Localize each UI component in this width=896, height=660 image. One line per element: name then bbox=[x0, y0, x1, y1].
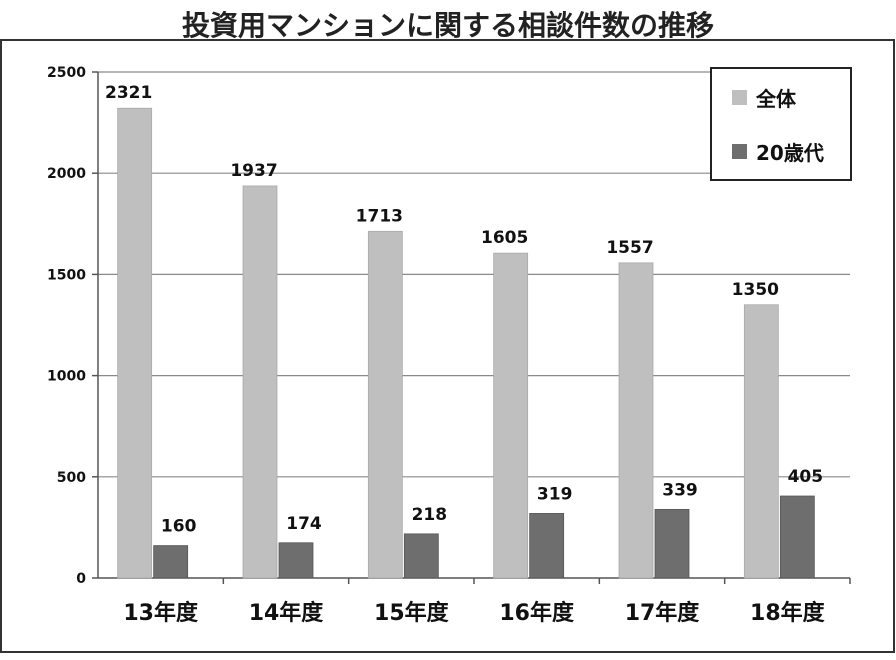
legend-swatch-20s bbox=[732, 144, 747, 159]
bar-20s bbox=[779, 495, 815, 579]
bar-all bbox=[367, 230, 403, 579]
data-label: 174 bbox=[286, 514, 322, 534]
x-tick-label: 14年度 bbox=[249, 600, 325, 626]
x-tick-labels: 13年度 14年度 15年度 16年度 17年度 18年度 bbox=[123, 600, 825, 626]
legend-box bbox=[710, 67, 852, 181]
y-tick-label: 2000 bbox=[47, 166, 86, 182]
x-tick-label: 16年度 bbox=[499, 600, 575, 626]
bar-all bbox=[242, 185, 278, 579]
data-label: 319 bbox=[537, 484, 573, 504]
legend-label-20s: 20歳代 bbox=[756, 141, 824, 165]
data-label: 1557 bbox=[606, 238, 653, 258]
data-label: 218 bbox=[412, 505, 448, 525]
x-tick-label: 15年度 bbox=[374, 600, 450, 626]
legend-label-all: 全体 bbox=[755, 87, 797, 111]
x-tick-label: 17年度 bbox=[625, 600, 701, 626]
y-tick-labels: 0 500 1000 1500 2000 2500 bbox=[47, 65, 86, 587]
data-label: 160 bbox=[161, 517, 197, 537]
x-tick-label: 13年度 bbox=[123, 600, 199, 626]
bar-20s bbox=[278, 542, 314, 579]
data-label: 1713 bbox=[356, 206, 403, 226]
bar-all bbox=[117, 107, 153, 579]
data-labels: 2321 160 1937 174 1713 218 1605 319 1557 339 1350 4… bbox=[105, 83, 823, 536]
bar-all bbox=[618, 262, 654, 579]
data-label: 1350 bbox=[732, 280, 779, 300]
chart-title: 投資用マンションに関する相談件数の推移 bbox=[181, 9, 714, 42]
bar-20s bbox=[529, 513, 565, 579]
data-label: 1605 bbox=[481, 228, 528, 248]
legend-swatch-all bbox=[732, 90, 747, 105]
data-label: 405 bbox=[788, 467, 824, 487]
y-tick-label: 1000 bbox=[47, 369, 86, 385]
y-tick-label: 2500 bbox=[47, 65, 86, 81]
y-tick-label: 0 bbox=[76, 571, 86, 587]
data-label: 339 bbox=[662, 480, 698, 500]
bar-20s bbox=[403, 533, 439, 579]
legend: 全体 20歳代 bbox=[710, 67, 852, 181]
bar-all bbox=[493, 252, 529, 579]
bars bbox=[117, 107, 815, 579]
x-tick-label: 18年度 bbox=[750, 600, 826, 626]
bar-all bbox=[743, 304, 779, 579]
y-tick-label: 1500 bbox=[47, 267, 86, 283]
axes bbox=[92, 71, 851, 584]
bar-20s bbox=[654, 508, 690, 579]
data-label: 1937 bbox=[230, 161, 277, 181]
y-tick-label: 500 bbox=[57, 470, 86, 486]
chart-border bbox=[0, 39, 895, 653]
bar-20s bbox=[153, 545, 189, 579]
data-label: 2321 bbox=[105, 83, 152, 103]
